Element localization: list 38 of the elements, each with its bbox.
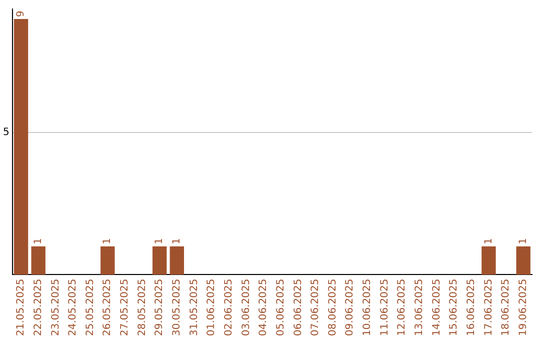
x-tick-label: 29.05.2025 — [154, 278, 166, 336]
x-tick-label: 07.06.2025 — [310, 278, 322, 336]
x-tick-label: 31.05.2025 — [188, 278, 200, 336]
x-tick-label: 08.06.2025 — [327, 278, 338, 336]
y-tick-label: 5 — [2, 127, 10, 138]
x-tick-label: 27.05.2025 — [120, 278, 131, 336]
data-label: 1 — [172, 238, 183, 244]
x-tick-label: 12.06.2025 — [396, 278, 408, 336]
x-tick-label: 18.06.2025 — [500, 278, 512, 336]
x-tick-label: 24.05.2025 — [68, 278, 79, 336]
data-label: 1 — [102, 238, 114, 244]
data-label: 1 — [154, 238, 166, 244]
x-tick-label: 03.06.2025 — [240, 278, 252, 336]
x-tick-label: 22.05.2025 — [32, 278, 44, 336]
x-tick-label: 14.06.2025 — [431, 278, 442, 336]
data-label: 1 — [518, 238, 529, 244]
x-tick-label: 09.06.2025 — [344, 278, 356, 336]
x-tick-label: 13.06.2025 — [414, 278, 426, 336]
x-tick-label: 17.06.2025 — [483, 278, 494, 336]
data-label: 9 — [16, 10, 27, 17]
x-tick-label: 15.06.2025 — [448, 278, 460, 336]
x-tick-label: 26.05.2025 — [102, 278, 114, 336]
x-tick-label: 05.06.2025 — [275, 278, 286, 336]
x-tick-label: 30.05.2025 — [172, 278, 183, 336]
x-tick-label: 10.06.2025 — [362, 278, 374, 336]
data-label: 1 — [32, 238, 44, 244]
x-tick-label: 01.06.2025 — [206, 278, 218, 336]
x-tick-label: 19.06.2025 — [518, 278, 529, 336]
x-tick-label: 16.06.2025 — [466, 278, 477, 336]
data-label: 1 — [483, 238, 494, 244]
x-tick-label: 23.05.2025 — [50, 278, 62, 336]
x-tick-label: 02.06.2025 — [223, 278, 234, 336]
x-tick-label: 28.05.2025 — [136, 278, 148, 336]
x-tick-label: 21.05.2025 — [16, 278, 27, 336]
x-tick-label: 11.06.2025 — [379, 278, 390, 336]
x-tick-label: 25.05.2025 — [84, 278, 96, 336]
x-tick-label: 06.06.2025 — [292, 278, 304, 336]
x-tick-label: 04.06.2025 — [258, 278, 270, 336]
